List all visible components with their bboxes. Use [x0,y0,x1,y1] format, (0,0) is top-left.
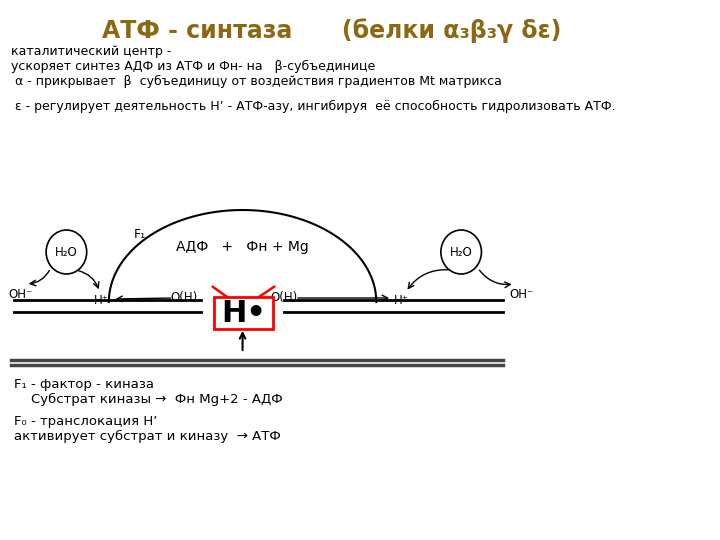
Text: F₁: F₁ [134,228,146,241]
Text: Субстрат киназы →  Фн Mg+2 - АДФ: Субстрат киназы → Фн Mg+2 - АДФ [14,393,282,406]
Text: F₀ - транслокация Нʼ: F₀ - транслокация Нʼ [14,415,157,428]
Text: АДФ   +   Фн + Mg: АДФ + Фн + Mg [176,240,309,254]
Text: активирует субстрат и киназу  → АТФ: активирует субстрат и киназу → АТФ [14,430,281,443]
Text: Н⁺: Н⁺ [394,294,409,307]
Text: АТФ - синтаза      (белки α₃β₃γ δε): АТФ - синтаза (белки α₃β₃γ δε) [102,18,562,43]
Text: О(Н): О(Н) [171,291,198,303]
Text: OH⁻: OH⁻ [8,288,32,301]
Text: H₂O: H₂O [450,246,472,259]
Text: ускоряет синтез АДФ из АТФ и Фн- на   β-субъединице: ускоряет синтез АДФ из АТФ и Фн- на β-су… [11,60,375,73]
Text: Н⁺: Н⁺ [94,294,109,307]
Text: каталитический центр -: каталитический центр - [11,45,171,58]
Text: H₂O: H₂O [55,246,78,259]
Text: α - прикрывает  β  субъединицу от воздействия градиентов Mt матрикса: α - прикрывает β субъединицу от воздейст… [11,75,502,88]
Text: OH⁻: OH⁻ [509,288,534,301]
Text: F₁ - фактор - киназа: F₁ - фактор - киназа [14,378,154,391]
Text: Н•: Н• [221,299,266,327]
Text: ε - регулирует деятельность Нʼ - АТФ-азу, ингибируя  её способность гидролизоват: ε - регулирует деятельность Нʼ - АТФ-азу… [11,100,616,113]
FancyBboxPatch shape [214,297,273,329]
Text: О(Н): О(Н) [271,291,297,303]
